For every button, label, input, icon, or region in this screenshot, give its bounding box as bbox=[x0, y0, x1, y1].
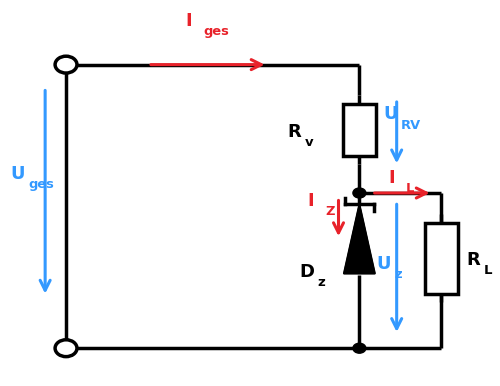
Circle shape bbox=[353, 188, 366, 198]
Text: Z: Z bbox=[325, 205, 334, 218]
Text: ges: ges bbox=[204, 25, 229, 38]
Bar bbox=[343, 104, 376, 156]
Text: v: v bbox=[305, 136, 314, 149]
Text: L: L bbox=[484, 264, 492, 277]
Text: U: U bbox=[384, 105, 398, 124]
Text: RV: RV bbox=[401, 119, 421, 132]
Circle shape bbox=[353, 343, 366, 353]
Text: I: I bbox=[186, 12, 192, 30]
Text: L: L bbox=[406, 182, 414, 195]
Text: D: D bbox=[300, 262, 314, 281]
Polygon shape bbox=[344, 205, 375, 273]
Text: ges: ges bbox=[28, 178, 54, 191]
Text: R: R bbox=[288, 123, 301, 141]
Text: R: R bbox=[466, 251, 480, 269]
Bar bbox=[426, 222, 458, 294]
Text: z: z bbox=[394, 268, 402, 281]
Text: z: z bbox=[318, 276, 326, 289]
Text: U: U bbox=[377, 255, 392, 273]
Text: I: I bbox=[388, 169, 395, 187]
Text: U: U bbox=[10, 165, 25, 183]
Text: I: I bbox=[307, 192, 314, 210]
